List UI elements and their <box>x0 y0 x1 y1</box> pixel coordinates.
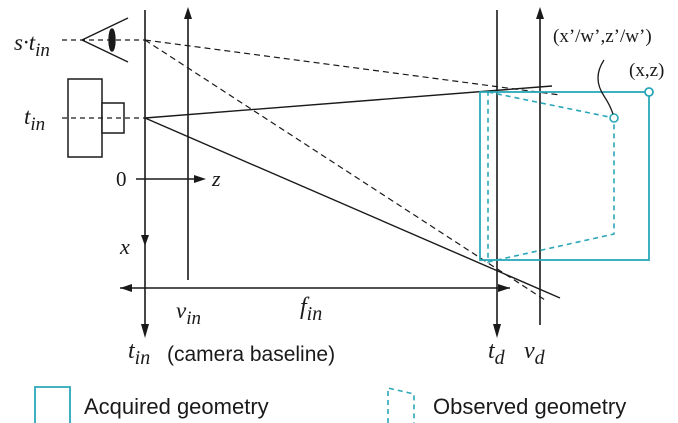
ray-to-top-corner <box>144 85 553 119</box>
vertical-axes <box>144 10 541 325</box>
legend: Acquired geometry Observed geometry <box>34 386 626 423</box>
v-d-axis-arrow-top <box>536 7 544 19</box>
label-v-in: vin <box>176 298 201 329</box>
acquired-geometry-rect <box>479 91 650 261</box>
f-in-dimension-arrows <box>120 284 510 292</box>
label-z-axis: z <box>211 166 221 191</box>
observed-geometry-shape <box>487 91 615 263</box>
f-in-arrow-left <box>120 284 132 292</box>
label-t-in-left: tin <box>24 104 45 135</box>
label-camera-baseline: (camera baseline) <box>167 343 335 366</box>
f-in-arrow-right <box>498 284 510 292</box>
x-axis-arrow <box>141 235 149 246</box>
legend-observed-label: Observed geometry <box>433 394 626 419</box>
camera-icon <box>67 78 125 158</box>
v-in-axis-arrow-top <box>184 7 192 19</box>
label-v-d: vd <box>524 338 546 369</box>
label-s-t-in: s·tin <box>14 30 50 61</box>
acquired-geometry <box>479 87 654 261</box>
eye-upper-lid <box>81 17 129 41</box>
eye-ray-bottom <box>144 39 546 301</box>
acquired-point-marker <box>644 87 654 97</box>
label-t-in-bottom: tin <box>128 338 150 369</box>
dashed-guides <box>62 39 145 119</box>
legend-acquired: Acquired geometry <box>34 386 269 423</box>
legend-observed: Observed geometry <box>387 386 626 423</box>
z-axis-arrow <box>194 175 206 183</box>
observed-geometry <box>487 91 619 263</box>
legend-acquired-swatch <box>34 386 71 423</box>
t-d-axis-arrow-bottom <box>493 324 501 338</box>
eye-lower-lid <box>81 39 129 63</box>
t-in-axis-arrow-bottom <box>141 324 149 338</box>
observed-point-marker <box>609 113 619 123</box>
ray-to-bottom-corner <box>144 117 561 299</box>
label-x-axis: x <box>119 234 130 259</box>
observed-point-leader <box>597 59 614 115</box>
label-observed-point: (x’/w’,z’/w’) <box>553 26 652 47</box>
label-f-in: fin <box>300 294 322 325</box>
legend-acquired-label: Acquired geometry <box>84 394 269 419</box>
label-acquired-point: (x,z) <box>629 60 664 81</box>
eye-icon <box>81 17 129 63</box>
axis-arrowheads <box>141 7 544 338</box>
label-origin: 0 <box>116 167 127 191</box>
legend-observed-swatch <box>387 386 415 423</box>
label-t-d: td <box>488 338 506 369</box>
